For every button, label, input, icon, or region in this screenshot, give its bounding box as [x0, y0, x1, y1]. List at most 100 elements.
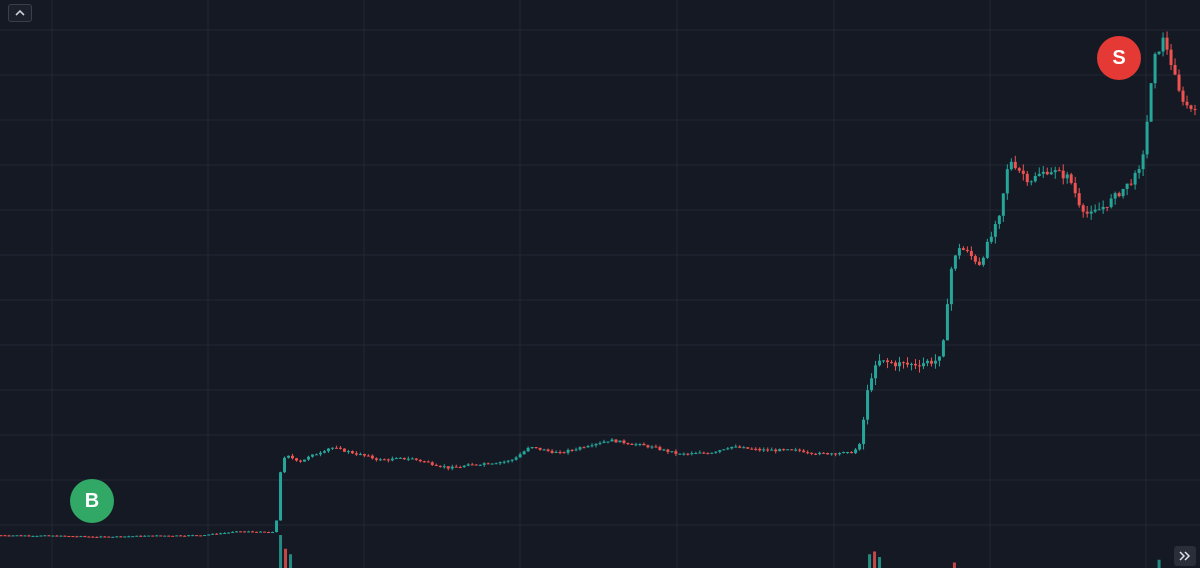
- candle: [570, 449, 574, 452]
- candle: [314, 453, 318, 456]
- candle: [223, 532, 227, 534]
- candle: [754, 447, 758, 451]
- candle: [1093, 204, 1097, 214]
- candle: [410, 457, 414, 460]
- scroll-to-realtime-button[interactable]: [1174, 546, 1196, 566]
- candle: [99, 535, 103, 538]
- candle: [1149, 82, 1153, 122]
- candle: [977, 257, 981, 266]
- candle: [422, 460, 426, 463]
- candle: [522, 450, 526, 455]
- candle: [1085, 206, 1089, 218]
- candle: [866, 384, 870, 425]
- candle: [111, 536, 115, 538]
- candle: [890, 360, 894, 364]
- volume-bar: [1157, 559, 1161, 568]
- candle: [47, 535, 51, 537]
- candle: [957, 243, 961, 260]
- candle: [414, 458, 418, 461]
- candle: [550, 449, 554, 454]
- candle: [941, 339, 945, 358]
- candle: [446, 466, 450, 471]
- candle: [131, 536, 135, 538]
- candle: [482, 462, 486, 467]
- candle: [199, 535, 203, 537]
- candle: [11, 535, 15, 537]
- candle: [478, 464, 482, 467]
- candle: [969, 246, 973, 260]
- candle: [718, 449, 722, 454]
- candle: [59, 535, 63, 537]
- candle: [1081, 203, 1085, 218]
- candle: [195, 535, 199, 537]
- candle: [1141, 150, 1145, 176]
- candle: [382, 458, 386, 461]
- candle: [155, 534, 159, 537]
- candle: [470, 462, 474, 466]
- candle: [1065, 171, 1069, 184]
- candle: [83, 535, 87, 538]
- candle: [271, 531, 275, 534]
- candle: [358, 452, 362, 456]
- candle: [1089, 205, 1093, 220]
- candle: [426, 460, 430, 463]
- candle: [714, 451, 718, 454]
- candle: [1021, 164, 1025, 181]
- candle: [406, 456, 410, 462]
- candle: [578, 446, 582, 451]
- candle: [1113, 191, 1117, 205]
- sell-marker-label: S: [1112, 46, 1126, 69]
- candle: [862, 416, 866, 450]
- candle: [362, 453, 366, 458]
- candle: [1185, 95, 1189, 109]
- candle: [442, 464, 446, 469]
- candle: [850, 451, 854, 454]
- candle: [103, 536, 107, 538]
- candle: [818, 451, 822, 456]
- candle: [310, 454, 314, 458]
- candle: [909, 362, 913, 371]
- candle: [1041, 166, 1045, 179]
- candle: [913, 359, 917, 370]
- candle: [430, 461, 434, 466]
- buy-marker[interactable]: B: [70, 479, 114, 523]
- candle: [183, 535, 187, 537]
- candle: [466, 463, 470, 467]
- candle: [211, 533, 215, 535]
- candle: [834, 452, 838, 457]
- candle: [0, 534, 3, 537]
- candle: [518, 452, 522, 458]
- candle: [642, 442, 646, 446]
- candle: [458, 465, 462, 469]
- candle: [7, 534, 11, 537]
- candle: [678, 453, 682, 455]
- candle: [702, 451, 706, 454]
- candle: [287, 455, 291, 459]
- candle: [263, 531, 267, 533]
- candle: [666, 448, 670, 454]
- candle: [490, 463, 494, 465]
- candle: [203, 535, 207, 537]
- candlestick-series: [0, 31, 1197, 538]
- sell-marker[interactable]: S: [1097, 36, 1141, 80]
- candle: [1073, 176, 1077, 198]
- candle: [786, 449, 790, 451]
- candle: [590, 443, 594, 448]
- candle: [770, 447, 774, 451]
- candle: [486, 462, 490, 465]
- candle: [858, 442, 862, 451]
- candle: [534, 446, 538, 449]
- candle: [838, 452, 842, 456]
- collapse-panel-button[interactable]: [8, 4, 32, 22]
- candle: [782, 448, 786, 452]
- candle: [538, 447, 542, 451]
- candle: [179, 535, 183, 537]
- volume-bar: [873, 551, 877, 568]
- candle: [115, 536, 119, 538]
- candle: [658, 445, 662, 451]
- candle: [870, 373, 874, 393]
- candle: [283, 456, 287, 474]
- candle: [1017, 166, 1021, 173]
